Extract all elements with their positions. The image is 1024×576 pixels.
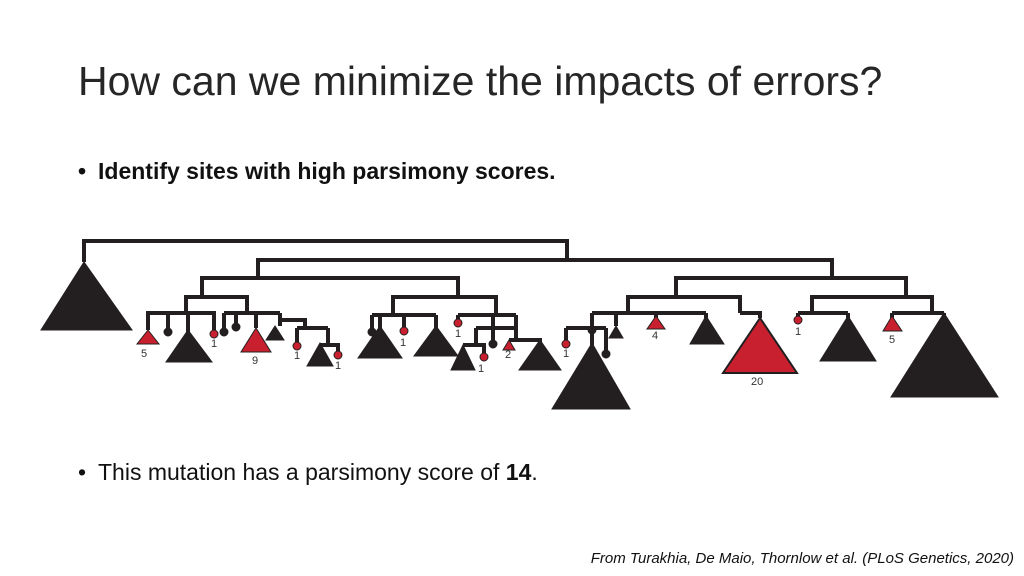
clade-triangle-large-right: [890, 312, 999, 398]
branch-right-group-b: [810, 295, 934, 313]
mutation-dot: [399, 326, 409, 336]
leaf-node: [163, 327, 173, 337]
clade-triangle-small: [265, 325, 285, 341]
mutation-dot: [453, 318, 463, 328]
count-label: 1: [563, 348, 569, 360]
leaf-node: [219, 327, 229, 337]
leaf-node: [488, 339, 498, 349]
count-label: 1: [294, 350, 300, 362]
clade-triangle: [165, 329, 213, 363]
clade-triangle: [357, 325, 403, 359]
branch-level1: [256, 258, 834, 278]
leaf-node: [601, 349, 611, 359]
count-label: 2: [505, 349, 511, 361]
count-label: 1: [400, 337, 406, 349]
branch-left-half: [200, 276, 460, 297]
mutation-dot: [333, 350, 343, 360]
mutation-triangle: [646, 315, 666, 330]
branch-a1-left: [146, 311, 170, 330]
bullet-text: This mutation has a parsimony score of: [98, 459, 506, 485]
parsimony-score-value: 14: [505, 459, 532, 485]
mutation-dot: [561, 339, 571, 349]
branch-b2-sub: [463, 343, 486, 355]
collapsed-clades: [40, 261, 999, 410]
mutation-markers: [135, 315, 903, 374]
branch-a3-sub: [320, 343, 340, 352]
mutation-triangle: [240, 327, 272, 353]
count-label: 4: [652, 330, 658, 342]
branch-a3: [280, 318, 307, 328]
branch-root: [82, 239, 569, 262]
bullet-parsimony-score: • This mutation has a parsimony score of …: [78, 459, 538, 486]
mutation-triangle: [882, 315, 903, 332]
leaf-node: [587, 325, 597, 335]
branch-a1-right: [203, 311, 216, 332]
mutation-count-labels: 5 1 9 1 1 1 1 1 2 1 4 20 1 5: [141, 326, 895, 388]
count-label: 1: [455, 328, 461, 340]
slide-title: How can we minimize the impacts of error…: [78, 58, 883, 104]
bullet-text: Identify sites with high parsimony score…: [98, 158, 556, 184]
count-label: 20: [751, 376, 763, 388]
count-label: 5: [889, 334, 895, 346]
clade-triangle: [518, 339, 562, 371]
clade-triangle: [413, 325, 459, 357]
leaf-node: [367, 327, 377, 337]
count-label: 5: [141, 348, 147, 360]
clade-triangle-large-left: [40, 261, 133, 331]
branch-right-group-a: [626, 295, 742, 313]
branch-right-half: [674, 276, 908, 297]
bullet-marker: •: [78, 158, 87, 184]
mutation-triangle: [502, 339, 516, 351]
leaf-node: [231, 322, 241, 332]
mutation-dot: [479, 352, 489, 362]
count-label: 1: [335, 360, 341, 372]
branch-left-group-b: [391, 295, 498, 315]
mutation-triangle: [135, 329, 161, 345]
count-label: 1: [795, 326, 801, 338]
bullet-marker: •: [78, 459, 87, 485]
mutation-dot: [292, 341, 302, 351]
clade-triangle: [689, 315, 725, 345]
clade-triangle-medium: [551, 342, 631, 410]
count-label: 1: [478, 363, 484, 375]
bullet-identify-sites: • Identify sites with high parsimony scor…: [78, 158, 556, 185]
clade-triangle: [306, 341, 334, 367]
branch-b2-tri: [509, 338, 542, 345]
citation: From Turakhia, De Maio, Thornlow et al. …: [590, 550, 1014, 567]
branch-ra1-big: [740, 311, 762, 318]
clade-triangle: [450, 343, 476, 371]
mutation-dot: [209, 329, 219, 339]
count-label: 9: [252, 355, 258, 367]
clade-triangle-small: [608, 325, 624, 339]
mutation-dot: [793, 315, 803, 325]
clade-triangle: [819, 315, 877, 362]
branch-left-group-a: [184, 295, 249, 313]
bullet-text-end: .: [531, 459, 538, 485]
count-label: 1: [211, 338, 217, 350]
mutation-triangle-large: [721, 316, 799, 374]
